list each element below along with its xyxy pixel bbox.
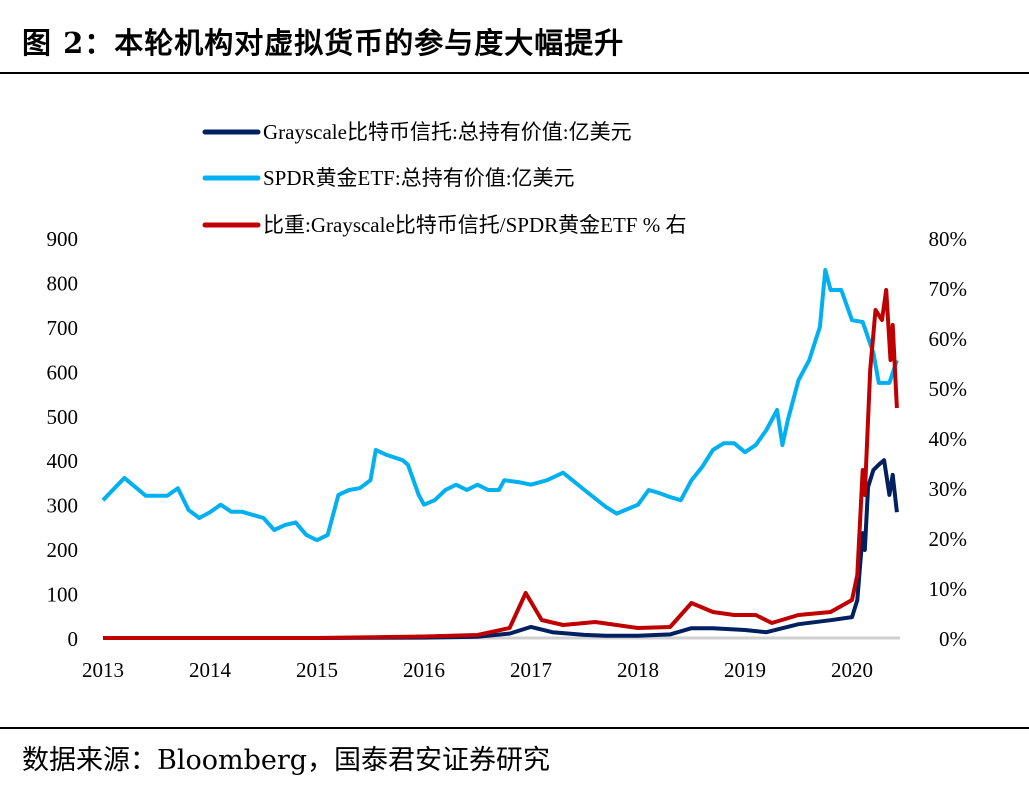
x-tick-label: 2017 bbox=[510, 658, 552, 682]
y-left-tick-label: 200 bbox=[47, 538, 79, 562]
y-right-tick-label: 30% bbox=[929, 477, 968, 501]
source-divider bbox=[0, 727, 1029, 729]
y-left-tick-label: 100 bbox=[47, 583, 79, 607]
series-line-2 bbox=[103, 288, 899, 640]
y-right-tick-label: 10% bbox=[929, 577, 968, 601]
x-tick-label: 2018 bbox=[617, 658, 659, 682]
source-note: 数据来源：Bloomberg，国泰君安证券研究 bbox=[22, 745, 551, 776]
legend-label-2: 比重:Grayscale比特币信托/SPDR黄金ETF % 右 bbox=[263, 213, 686, 237]
series-line-1 bbox=[101, 268, 899, 543]
x-tick-label: 2013 bbox=[82, 658, 124, 682]
y-left-tick-label: 500 bbox=[47, 405, 79, 429]
y-right-tick-label: 70% bbox=[929, 277, 968, 301]
y-left-tick-label: 300 bbox=[47, 494, 79, 518]
y-right-tick-label: 0% bbox=[939, 627, 967, 651]
y-right-tick-label: 60% bbox=[929, 327, 968, 351]
y-left-tick-label: 0 bbox=[68, 627, 79, 651]
title-divider bbox=[0, 72, 1029, 74]
x-tick-label: 2016 bbox=[403, 658, 445, 682]
x-tick-label: 2020 bbox=[831, 658, 873, 682]
legend-label-0: Grayscale比特币信托:总持有价值:亿美元 bbox=[263, 120, 632, 144]
y-left-tick-label: 600 bbox=[47, 360, 79, 384]
legend-label-1: SPDR黄金ETF:总持有价值:亿美元 bbox=[263, 166, 575, 190]
y-left-tick-label: 700 bbox=[47, 316, 79, 340]
y-right-tick-label: 40% bbox=[929, 427, 968, 451]
x-tick-label: 2015 bbox=[296, 658, 338, 682]
figure-title: 图 2：本轮机构对虚拟货币的参与度大幅提升 bbox=[22, 26, 625, 60]
y-right-tick-label: 80% bbox=[929, 227, 968, 251]
y-right-tick-label: 20% bbox=[929, 527, 968, 551]
y-left-tick-label: 900 bbox=[47, 227, 79, 251]
y-left-tick-label: 800 bbox=[47, 271, 79, 295]
y-left-tick-label: 400 bbox=[47, 449, 79, 473]
series-line-0 bbox=[103, 458, 899, 640]
x-tick-label: 2019 bbox=[724, 658, 766, 682]
x-tick-label: 2014 bbox=[189, 658, 232, 682]
y-right-tick-label: 50% bbox=[929, 377, 968, 401]
